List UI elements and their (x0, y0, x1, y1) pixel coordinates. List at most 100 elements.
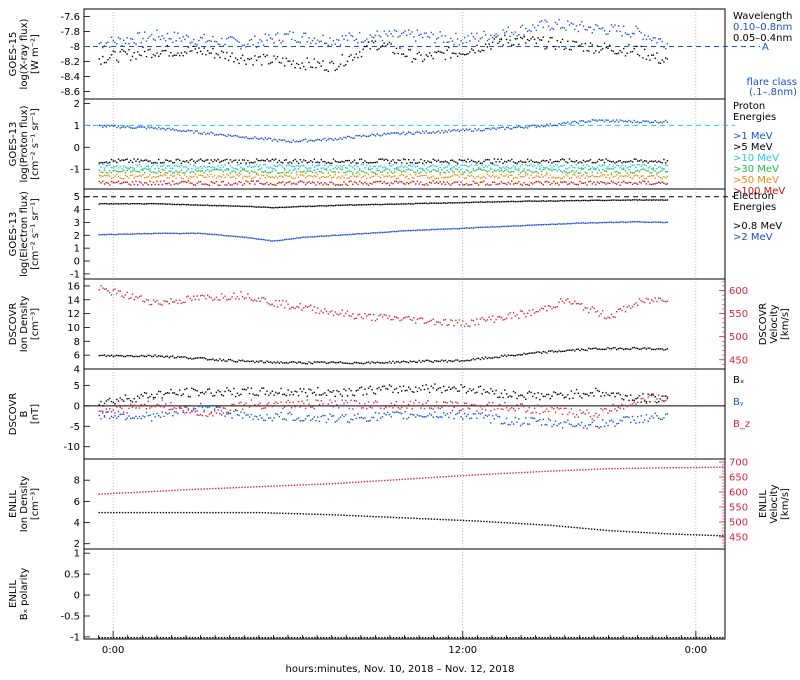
data-point-goes13-proton-30MeV (318, 171, 321, 173)
data-point-goes13-proton-5MeV (243, 159, 246, 161)
data-point-dscovr-imf-Bz (229, 409, 232, 411)
data-point-dscovr-imf-Bx (588, 395, 590, 397)
data-point-goes13-proton-1MeV (331, 138, 333, 140)
data-point-goes13-proton-50MeV (484, 177, 487, 179)
data-point-goes13-proton-50MeV (227, 174, 230, 177)
data-point-goes13-proton-50MeV (474, 177, 476, 180)
data-point-goes13-proton-5MeV (395, 162, 398, 164)
data-point-goes13-proton-30MeV (512, 170, 515, 173)
data-point-goes15-xray-00504nm (623, 47, 625, 50)
data-point-goes13-electron-2MeV (374, 232, 377, 234)
data-point-goes13-electron-2MeV (568, 223, 571, 225)
data-point-goes15-xray-01008nm (287, 33, 289, 35)
data-point-goes13-proton-100MeV (577, 183, 579, 186)
data-point-goes13-proton-30MeV (215, 168, 218, 171)
data-point-goes13-proton-1MeV (460, 129, 462, 131)
data-point-goes13-proton-30MeV (519, 172, 522, 174)
data-point-dscovr-plasma-Velocity (528, 309, 530, 312)
data-point-goes13-proton-50MeV (231, 176, 233, 178)
data-point-goes13-electron-08MeV (584, 199, 586, 202)
data-point-dscovr-imf-Bx (357, 389, 359, 391)
data-point-goes13-proton-100MeV (519, 183, 522, 185)
data-point-goes13-proton-5MeV (128, 161, 130, 163)
data-point-goes13-proton-1MeV (617, 121, 620, 123)
data-point-goes13-proton-1MeV (472, 130, 475, 132)
data-point-goes13-proton-10MeV (593, 167, 595, 169)
data-point-goes13-proton-1MeV (467, 129, 469, 131)
data-point-goes13-proton-50MeV (213, 174, 216, 176)
data-point-goes13-electron-08MeV (535, 200, 537, 202)
data-point-goes13-proton-5MeV (196, 160, 198, 162)
data-point-goes15-xray-01008nm (476, 32, 478, 35)
data-point-goes13-proton-30MeV (406, 169, 408, 171)
data-point-dscovr-imf-Bz (406, 407, 408, 409)
data-point-dscovr-imf-Bx (159, 391, 162, 393)
data-point-goes13-electron-2MeV (617, 221, 620, 224)
data-point-goes13-electron-2MeV (112, 233, 114, 236)
data-point-goes13-proton-30MeV (628, 169, 630, 171)
y-axis-label: log(Proton flux) (19, 105, 30, 182)
data-point-dscovr-plasma-Velocity (196, 295, 198, 297)
data-point-goes13-proton-30MeV (179, 171, 181, 173)
data-point-dscovr-imf-Bz (311, 406, 314, 408)
data-point-goes13-proton-10MeV (102, 163, 104, 166)
data-point-goes15-xray-01008nm (222, 45, 225, 47)
data-point-goes15-xray-00504nm (170, 52, 172, 54)
data-point-dscovr-plasma-Velocity (631, 305, 634, 308)
data-point-goes13-proton-10MeV (233, 167, 235, 170)
data-point-dscovr-imf-Bx (619, 394, 621, 396)
data-point-goes13-electron-08MeV (509, 200, 511, 203)
data-point-dscovr-imf-By (588, 424, 590, 426)
data-point-dscovr-plasma-IonDensity (203, 357, 205, 359)
data-point-goes13-proton-5MeV (359, 158, 361, 161)
data-point-goes15-xray-01008nm (273, 42, 275, 44)
data-point-goes15-xray-00504nm (558, 46, 560, 48)
data-point-goes15-xray-00504nm (432, 57, 434, 60)
data-point-goes13-proton-100MeV (138, 181, 141, 183)
data-point-dscovr-imf-Bx (490, 388, 492, 390)
data-point-goes15-xray-01008nm (334, 43, 336, 45)
data-point-goes13-proton-100MeV (429, 181, 431, 184)
data-point-goes13-electron-2MeV (432, 228, 434, 231)
data-point-dscovr-plasma-Velocity (135, 296, 137, 298)
data-point-goes13-proton-1MeV (238, 136, 240, 138)
data-point-goes13-proton-1MeV (268, 137, 270, 139)
data-point-goes15-xray-00504nm (329, 62, 331, 64)
y-tick-label: -8 (70, 42, 80, 53)
data-point-goes15-xray-01008nm (394, 29, 396, 31)
data-point-dscovr-imf-Bx (402, 385, 405, 387)
data-point-dscovr-imf-Bz (359, 402, 361, 404)
data-point-dscovr-imf-Bx (437, 387, 440, 390)
data-point-goes13-electron-2MeV (644, 221, 646, 223)
data-point-goes13-electron-08MeV (373, 203, 375, 206)
data-point-goes13-proton-30MeV (649, 172, 651, 174)
data-point-goes13-electron-2MeV (462, 227, 464, 229)
data-point-goes15-xray-00504nm (381, 44, 384, 47)
data-point-dscovr-plasma-IonDensity (152, 355, 155, 358)
data-point-goes13-proton-10MeV (224, 164, 226, 166)
data-point-goes13-proton-1MeV (474, 128, 476, 130)
data-point-goes13-proton-10MeV (282, 166, 284, 168)
data-point-dscovr-imf-Bx (133, 398, 135, 400)
data-point-goes13-proton-100MeV (666, 183, 669, 185)
data-point-dscovr-plasma-Velocity (544, 305, 546, 307)
data-point-goes13-proton-1MeV (173, 129, 176, 131)
data-point-goes15-xray-01008nm (241, 44, 244, 47)
data-point-goes15-xray-01008nm (619, 30, 621, 33)
data-point-goes13-proton-50MeV (261, 174, 263, 177)
data-point-goes13-electron-08MeV (315, 205, 317, 207)
data-point-goes13-electron-08MeV (369, 203, 371, 206)
data-point-goes13-electron-08MeV (301, 205, 303, 208)
data-point-goes13-electron-08MeV (114, 203, 116, 205)
data-point-goes15-xray-01008nm (497, 35, 499, 37)
data-point-goes13-proton-5MeV (437, 159, 440, 161)
data-point-goes13-proton-1MeV (151, 126, 153, 128)
data-point-dscovr-plasma-IonDensity (637, 347, 639, 350)
data-point-goes13-proton-1MeV (240, 136, 242, 138)
data-point-goes13-proton-5MeV (402, 158, 405, 160)
data-point-goes13-proton-5MeV (579, 161, 581, 163)
data-point-goes13-electron-2MeV (602, 222, 604, 224)
data-point-goes13-electron-2MeV (240, 236, 242, 238)
data-point-dscovr-imf-By (156, 412, 158, 415)
data-point-goes13-proton-10MeV (203, 165, 205, 167)
